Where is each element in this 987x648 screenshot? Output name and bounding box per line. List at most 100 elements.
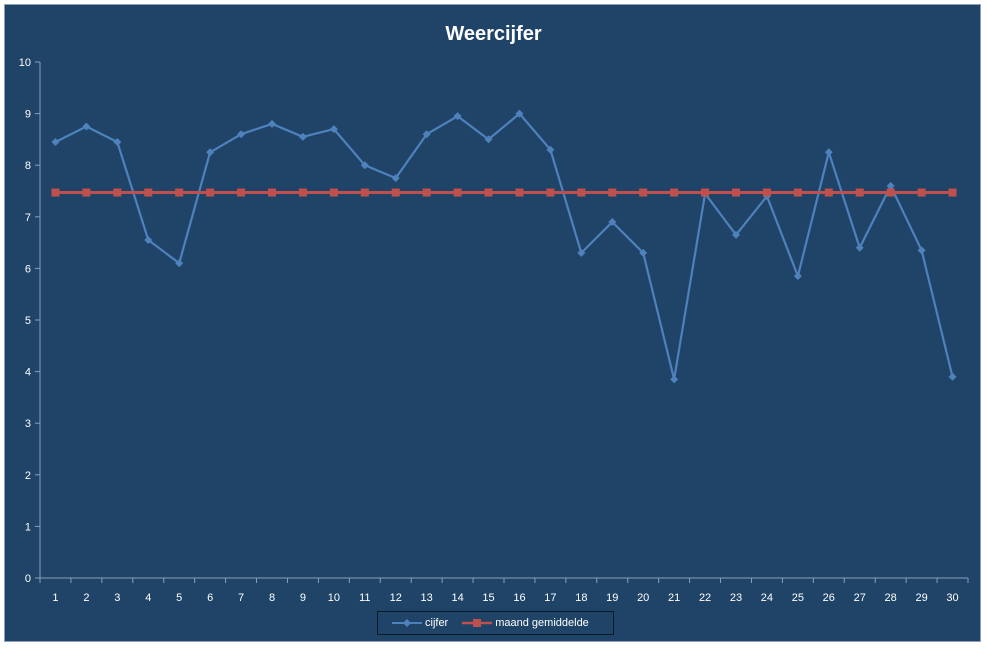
data-point-cijfer (175, 259, 184, 268)
chart-area: Weercijfer 0 1 2 3 4 5 6 7 8 9 10 1 2 3 4 5 6 7 8 9 10 11 12 13… (4, 4, 981, 642)
data-point-maand-gemiddelde (546, 188, 555, 197)
data-point-cijfer (639, 248, 648, 257)
data-point-cijfer (515, 109, 524, 118)
x-tick-label: 19 (606, 592, 618, 604)
y-tick-label: 6 (25, 263, 31, 275)
data-point-cijfer (577, 248, 586, 257)
data-point-cijfer (391, 174, 400, 183)
x-tick-label: 13 (421, 592, 433, 604)
data-point-cijfer (422, 130, 431, 139)
x-tick-label: 29 (915, 592, 927, 604)
data-point-maand-gemiddelde (917, 188, 926, 197)
data-point-cijfer (206, 148, 215, 157)
data-point-maand-gemiddelde (484, 188, 493, 197)
data-point-maand-gemiddelde (391, 188, 400, 197)
data-point-maand-gemiddelde (577, 188, 586, 197)
legend-label-cijfer: cijfer (425, 617, 449, 629)
legend-swatch-maand-gemiddelde (462, 619, 493, 627)
x-tick-label: 3 (114, 592, 120, 604)
x-tick-label: 6 (207, 592, 213, 604)
data-point-maand-gemiddelde (51, 188, 60, 197)
data-point-cijfer (298, 132, 307, 141)
y-tick-label: 3 (25, 418, 31, 430)
y-tick-label: 0 (25, 573, 31, 585)
y-tick-label: 7 (25, 212, 31, 224)
data-point-cijfer (886, 181, 895, 190)
data-point-cijfer (360, 161, 369, 170)
data-point-maand-gemiddelde (422, 188, 431, 197)
y-tick-label: 1 (25, 521, 31, 533)
axes (35, 61, 969, 583)
data-point-cijfer (329, 125, 338, 134)
data-point-cijfer (793, 272, 802, 281)
data-point-maand-gemiddelde (453, 188, 462, 197)
data-point-cijfer (824, 148, 833, 157)
y-tick-label: 8 (25, 160, 31, 172)
x-tick-label: 15 (482, 592, 494, 604)
series-line-cijfer (55, 112, 954, 381)
x-tick-label: 25 (792, 592, 804, 604)
data-point-cijfer (268, 119, 276, 128)
x-tick-label: 8 (269, 592, 275, 604)
legend-swatch-cijfer (392, 619, 422, 627)
data-point-cijfer (237, 130, 246, 139)
x-tick-label: 21 (668, 592, 680, 604)
data-point-cijfer (855, 243, 864, 252)
data-point-maand-gemiddelde (298, 188, 307, 197)
y-tick-label: 2 (25, 470, 31, 482)
legend: cijfer maand gemiddelde (377, 611, 614, 635)
x-tick-label: 14 (451, 592, 463, 604)
x-tick-label: 17 (544, 592, 556, 604)
data-point-maand-gemiddelde (206, 188, 215, 197)
data-point-maand-gemiddelde (515, 188, 524, 197)
data-point-maand-gemiddelde (948, 188, 957, 197)
y-tick-label: 10 (19, 57, 31, 69)
data-point-maand-gemiddelde (732, 188, 740, 197)
data-point-cijfer (113, 137, 122, 146)
data-point-maand-gemiddelde (144, 188, 153, 197)
x-tick-label: 26 (823, 592, 835, 604)
data-point-cijfer (546, 145, 555, 154)
x-tick-label: 10 (328, 592, 340, 604)
data-point-maand-gemiddelde (701, 188, 710, 197)
x-tick-label: 4 (145, 592, 151, 604)
data-point-maand-gemiddelde (824, 188, 833, 197)
y-tick-label: 9 (25, 109, 31, 121)
data-point-maand-gemiddelde (113, 188, 122, 197)
data-point-cijfer (484, 135, 493, 144)
x-tick-label: 7 (238, 592, 244, 604)
data-point-maand-gemiddelde (237, 188, 246, 197)
data-point-cijfer (144, 236, 153, 245)
x-tick-label: 12 (390, 592, 402, 604)
data-point-maand-gemiddelde (670, 188, 679, 197)
data-point-cijfer (453, 112, 462, 121)
data-point-cijfer (82, 122, 91, 131)
y-tick-label: 5 (25, 315, 31, 327)
data-point-maand-gemiddelde (639, 188, 648, 197)
x-tick-label: 5 (176, 592, 182, 604)
x-tick-label: 30 (946, 592, 958, 604)
data-point-maand-gemiddelde (360, 188, 369, 197)
data-point-maand-gemiddelde (268, 188, 276, 197)
x-tick-label: 28 (885, 592, 897, 604)
legend-item-cijfer: cijfer (392, 617, 448, 629)
data-point-maand-gemiddelde (82, 188, 91, 197)
legend-item-maand-gemiddelde: maand gemiddelde (462, 617, 589, 629)
data-point-cijfer (732, 230, 740, 239)
x-tick-label: 16 (513, 592, 525, 604)
x-tick-label: 1 (52, 592, 58, 604)
data-point-maand-gemiddelde (175, 188, 184, 197)
x-tick-label: 11 (359, 592, 370, 604)
x-tick-label: 27 (854, 592, 866, 604)
chart-title: Weercijfer (445, 23, 542, 45)
x-tick-label: 9 (300, 592, 306, 604)
x-tick-label: 23 (730, 592, 742, 604)
data-point-cijfer (948, 372, 957, 381)
x-tick-label: 24 (761, 592, 773, 604)
series-layer (51, 109, 957, 384)
legend-label-maand-gemiddelde: maand gemiddelde (495, 617, 589, 629)
data-point-cijfer (917, 246, 926, 255)
data-point-maand-gemiddelde (793, 188, 802, 197)
x-tick-label: 20 (637, 592, 649, 604)
